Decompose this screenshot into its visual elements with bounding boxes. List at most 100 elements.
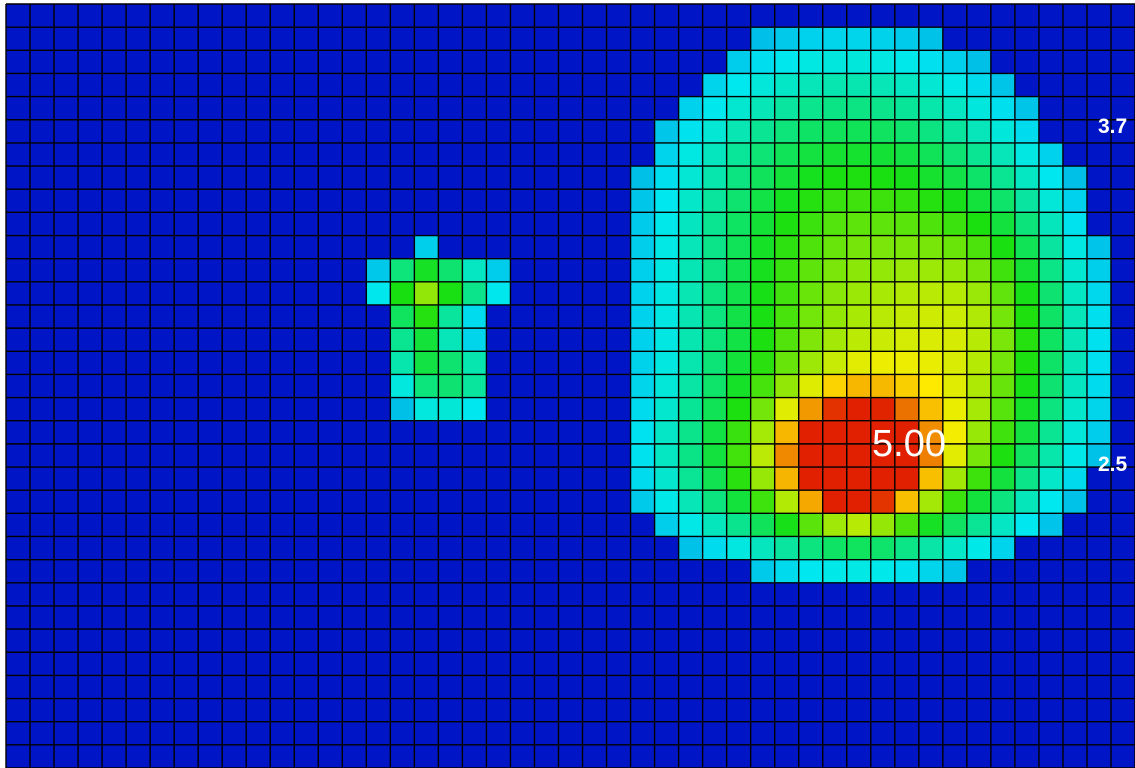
heatmap-cell	[630, 443, 656, 468]
heatmap-cell	[798, 189, 824, 213]
heatmap-cell	[1062, 397, 1088, 422]
heatmap-cell	[1062, 490, 1088, 514]
heatmap-cell	[894, 443, 920, 468]
heatmap-cell	[1086, 258, 1112, 283]
heatmap-cell	[942, 351, 968, 375]
heatmap-cell	[822, 420, 848, 445]
heatmap-cell	[942, 420, 968, 445]
heatmap-cell	[966, 212, 992, 237]
heatmap-cell	[918, 304, 944, 329]
heatmap-cell	[1062, 258, 1088, 283]
heatmap-cell	[870, 490, 896, 514]
heatmap-cell	[942, 212, 968, 237]
heatmap-cell	[774, 50, 800, 74]
heatmap-cell	[822, 73, 848, 98]
heatmap-cell	[846, 374, 872, 399]
heatmap-cell	[726, 374, 752, 399]
heatmap-cell	[774, 467, 800, 491]
heatmap-cell	[1086, 281, 1112, 306]
heatmap-cell	[774, 96, 800, 121]
heatmap-cell	[1038, 258, 1064, 283]
heatmap-cell	[846, 166, 872, 190]
heatmap-cell	[630, 351, 656, 375]
heatmap-cell	[462, 258, 487, 283]
heatmap-cell	[750, 536, 776, 561]
scale-label-top: 3.7	[1098, 115, 1128, 138]
heatmap-cell	[798, 27, 824, 51]
heatmap-cell	[846, 304, 872, 329]
heatmap-cell	[798, 328, 824, 352]
heatmap-cell	[630, 420, 656, 445]
heatmap-cell	[774, 27, 800, 51]
heatmap-cell	[678, 212, 704, 237]
heatmap-cell	[966, 189, 992, 213]
heatmap-cell	[702, 420, 728, 445]
heatmap-cell	[846, 559, 872, 584]
heatmap-cell	[462, 328, 487, 352]
heatmap-cell	[1038, 304, 1064, 329]
heatmap-cell	[702, 467, 728, 491]
heatmap-cell	[870, 212, 896, 237]
peak-value-label: 5.00	[872, 423, 946, 465]
heatmap-cell	[702, 96, 728, 121]
heatmap-cell	[846, 490, 872, 514]
heatmap-cell	[726, 397, 752, 422]
heatmap-cell	[990, 235, 1016, 260]
heatmap-cell	[678, 513, 704, 537]
heatmap-cell	[990, 536, 1016, 561]
heatmap-cell	[366, 258, 391, 283]
heatmap-cell	[654, 166, 680, 190]
heatmap-cell	[846, 189, 872, 213]
heatmap-cell	[678, 235, 704, 260]
heatmap-cell	[654, 142, 680, 167]
heatmap-cell	[438, 351, 463, 375]
heatmap-cell	[438, 281, 463, 306]
heatmap-cell	[774, 536, 800, 561]
heatmap-cell	[918, 119, 944, 144]
heatmap-cell	[894, 235, 920, 260]
heatmap-cell	[870, 281, 896, 306]
heatmap-cell	[726, 304, 752, 329]
heatmap-cell	[630, 281, 656, 306]
heatmap-cell	[630, 235, 656, 260]
heatmap-cell	[390, 258, 415, 283]
heatmap-cell	[486, 258, 511, 283]
heatmap-cell	[966, 467, 992, 491]
heatmap-cell	[894, 119, 920, 144]
heatmap-cell	[774, 258, 800, 283]
heatmap-cell	[894, 96, 920, 121]
heatmap-cell	[630, 467, 656, 491]
heatmap-cell	[942, 536, 968, 561]
heatmap-cell	[750, 142, 776, 167]
heatmap-cell	[894, 27, 920, 51]
heatmap-cell	[990, 281, 1016, 306]
heatmap-cell	[774, 397, 800, 422]
heatmap-cell	[1038, 328, 1064, 352]
heatmap-cell	[1014, 420, 1040, 445]
heatmap-cell	[1038, 212, 1064, 237]
heatmap-cell	[966, 374, 992, 399]
heatmap-cell	[654, 119, 680, 144]
heatmap-cell	[1062, 235, 1088, 260]
heatmap-cell	[870, 142, 896, 167]
heatmap-cell	[822, 374, 848, 399]
heatmap-cell	[726, 351, 752, 375]
heatmap-cell	[1014, 467, 1040, 491]
heatmap-cell	[654, 212, 680, 237]
heatmap-cell	[822, 328, 848, 352]
heatmap-cell	[990, 189, 1016, 213]
heatmap-cell	[414, 351, 439, 375]
heatmap-cell	[894, 73, 920, 98]
heatmap-cell	[1062, 166, 1088, 190]
heatmap-cell	[462, 397, 487, 422]
heatmap-cell	[1086, 420, 1112, 445]
heatmap-cell	[894, 513, 920, 537]
heatmap-cell	[630, 212, 656, 237]
heatmap-cell	[414, 374, 439, 399]
heatmap-cell	[966, 119, 992, 144]
heatmap-cell	[822, 212, 848, 237]
heatmap-cell	[966, 420, 992, 445]
heatmap-cell	[966, 351, 992, 375]
heatmap-cell	[678, 351, 704, 375]
